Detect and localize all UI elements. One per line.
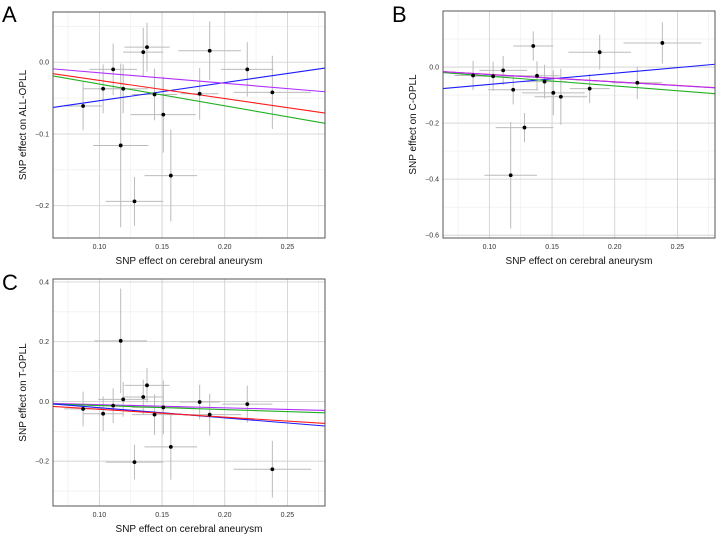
regression-line-blue <box>52 67 326 109</box>
data-point <box>207 48 212 53</box>
data-point <box>660 41 665 45</box>
x-tick-label: 0.10 <box>483 244 497 251</box>
y-tick-label: −0.4 <box>425 177 439 184</box>
x-tick-label: 0.25 <box>281 512 295 519</box>
data-point <box>522 125 527 130</box>
x-tick-label: 0.20 <box>608 244 622 251</box>
panel-a: A 0.10 0.15 0.20 0.25 −0.2 −0.1 0.0 SNP effect o… <box>2 2 326 267</box>
data-point <box>558 94 563 99</box>
plot-background <box>53 279 325 506</box>
data-point <box>161 405 166 410</box>
data-point <box>508 173 513 178</box>
regression-line-purple <box>52 68 326 93</box>
y-axis-label: SNP effect on ALL-OPLL <box>18 69 29 180</box>
data-point <box>132 199 137 204</box>
data-point <box>597 50 602 55</box>
y-tick-label: −0.2 <box>35 203 49 210</box>
panel-label: C <box>2 270 18 295</box>
data-point <box>270 90 275 95</box>
regression-line-green <box>52 403 326 414</box>
data-point <box>118 338 123 343</box>
data-point <box>168 173 173 178</box>
regression-line-red <box>52 73 326 114</box>
data-point <box>587 86 592 91</box>
data-point <box>81 407 85 411</box>
data-point <box>121 86 126 91</box>
data-point <box>111 67 116 72</box>
panel-label: A <box>2 2 17 27</box>
data-point <box>245 402 250 407</box>
y-tick-label: 0.4 <box>39 279 49 286</box>
x-tick-label: 0.20 <box>218 512 232 519</box>
data-point <box>542 79 547 84</box>
y-tick-label: 0.0 <box>39 399 49 406</box>
data-point <box>501 68 506 73</box>
panel-c: C 0.10 0.15 0.20 0.25 −0.2 0.0 0.2 0.4 SNP effect… <box>2 270 326 535</box>
data-point <box>145 45 149 50</box>
data-point <box>491 74 496 79</box>
data-point <box>141 395 146 399</box>
data-point <box>535 73 539 78</box>
data-point <box>132 460 137 464</box>
data-point <box>245 67 250 72</box>
data-point <box>145 383 149 388</box>
data-point <box>152 412 157 417</box>
data-point <box>101 411 106 416</box>
data-point <box>635 80 640 85</box>
panel-b: B 0.10 0.15 0.20 0.25 −0.6 −0.4 −0.2 0.0 SNP effe… <box>392 2 716 267</box>
y-tick-label: −0.2 <box>425 121 439 128</box>
plot-background <box>443 11 715 238</box>
plot-background <box>53 12 325 238</box>
y-tick-label: −0.6 <box>425 233 439 240</box>
x-tick-label: 0.15 <box>545 244 559 251</box>
regression-line-green <box>52 75 326 124</box>
data-point <box>81 104 85 108</box>
x-tick-label: 0.15 <box>155 244 169 251</box>
data-point <box>197 400 202 404</box>
regression-line-green <box>442 72 716 95</box>
panel-label: B <box>392 2 407 27</box>
x-axis-label: SNP effect on cerebral aneurysm <box>506 256 653 267</box>
y-axis-label: SNP effect on T-OPLL <box>18 343 29 442</box>
data-point <box>121 397 126 402</box>
data-point <box>168 444 173 449</box>
data-point <box>161 112 166 117</box>
regression-line-purple <box>52 402 326 411</box>
x-tick-label: 0.25 <box>281 244 295 251</box>
x-tick-label: 0.20 <box>218 244 232 251</box>
y-tick-label: 0.0 <box>429 65 439 72</box>
x-axis-label: SNP effect on cerebral aneurysm <box>116 524 263 535</box>
regression-line-blue <box>442 63 716 90</box>
x-tick-label: 0.25 <box>671 244 685 251</box>
data-point <box>207 412 212 417</box>
x-axis-label: SNP effect on cerebral aneurysm <box>116 256 263 267</box>
data-point <box>471 73 475 78</box>
y-tick-label: −0.1 <box>35 131 49 138</box>
data-point <box>118 143 123 148</box>
data-point <box>152 92 157 97</box>
x-tick-label: 0.10 <box>93 244 107 251</box>
data-point <box>511 87 516 92</box>
plot-border <box>52 278 326 507</box>
data-point <box>141 50 146 55</box>
data-point <box>101 86 106 91</box>
plot-border <box>52 11 326 239</box>
data-point <box>551 90 556 95</box>
regression-line-purple <box>442 71 716 89</box>
regression-line-red <box>52 405 326 425</box>
y-axis-label: SNP effect on C-OPLL <box>408 74 419 175</box>
x-tick-label: 0.15 <box>155 512 169 519</box>
data-point <box>111 403 116 408</box>
data-point <box>270 467 275 472</box>
y-tick-label: 0.2 <box>39 339 49 346</box>
plot-border <box>442 10 716 239</box>
data-point <box>197 91 202 96</box>
y-tick-label: −0.2 <box>35 459 49 466</box>
x-tick-label: 0.10 <box>93 512 107 519</box>
y-tick-label: 0.0 <box>39 60 49 67</box>
data-point <box>531 44 536 48</box>
